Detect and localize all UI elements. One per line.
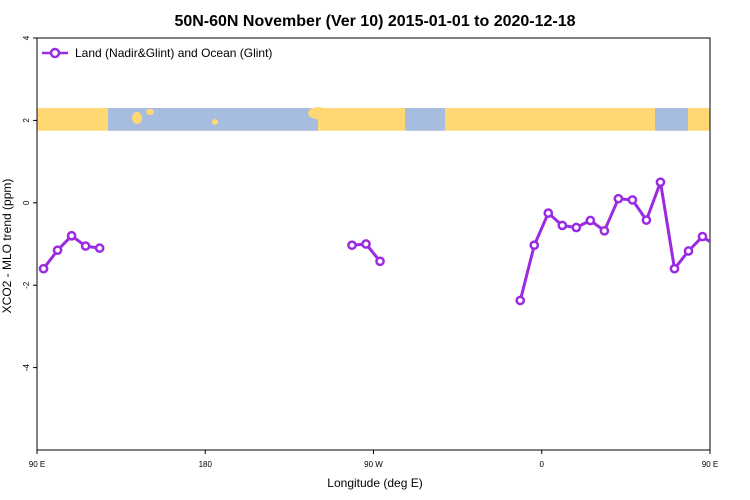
x-tick-label: 90 E	[29, 460, 45, 469]
map-land-shape	[340, 110, 356, 121]
data-point	[697, 231, 708, 242]
data-point	[347, 240, 357, 251]
y-tick-label: 0	[22, 200, 31, 205]
data-point	[655, 177, 666, 188]
map-land-shape	[132, 112, 142, 125]
series-line-segment	[518, 180, 710, 301]
data-point	[94, 243, 105, 253]
data-point	[515, 295, 526, 306]
series-line-segment	[42, 234, 100, 270]
y-tick-label: 2	[22, 118, 31, 123]
x-tick-label: 90 W	[364, 460, 383, 469]
map-ocean-region	[108, 108, 318, 131]
data-point	[683, 246, 694, 256]
x-tick-label: 0	[540, 460, 545, 469]
y-tick-label: -4	[22, 363, 31, 371]
plot-frame	[36, 37, 711, 451]
data-point	[361, 239, 371, 249]
data-point	[52, 245, 63, 256]
x-tick-label: 90 E	[702, 460, 718, 469]
y-tick-label: 4	[22, 35, 31, 40]
data-point	[543, 208, 554, 218]
data-point	[613, 193, 624, 204]
series-layer	[38, 177, 734, 306]
world-map-band	[37, 107, 710, 131]
data-point	[38, 263, 49, 274]
x-axis: 90 E 180 90 W 0 90 E	[29, 450, 718, 469]
data-point	[713, 242, 720, 249]
map-land-shape	[146, 109, 154, 116]
y-tick-label: -2	[22, 281, 31, 289]
data-point	[557, 220, 568, 231]
map-land-shape	[212, 119, 218, 126]
data-point	[727, 246, 734, 253]
data-point	[627, 195, 638, 205]
legend: Land (Nadir&Glint) and Ocean (Glint)	[42, 46, 272, 60]
data-point	[641, 215, 652, 225]
map-land-shape	[308, 107, 328, 120]
x-axis-label: Longitude (deg E)	[327, 476, 422, 490]
data-point	[599, 225, 610, 236]
data-point	[80, 241, 91, 251]
map-ocean-region	[655, 108, 688, 131]
data-point	[529, 240, 540, 251]
data-point	[66, 230, 77, 241]
data-point	[571, 222, 582, 233]
data-point	[375, 256, 385, 267]
map-land-shape	[634, 112, 646, 123]
x-tick-label: 180	[199, 460, 213, 469]
legend-label: Land (Nadir&Glint) and Ocean (Glint)	[75, 46, 272, 60]
legend-marker	[49, 47, 61, 59]
data-point	[585, 215, 596, 226]
map-ocean-region	[405, 108, 445, 131]
y-axis-label: XCO2 - MLO trend (ppm)	[0, 179, 14, 314]
chart-title: 50N-60N November (Ver 10) 2015-01-01 to …	[174, 13, 575, 30]
data-point	[669, 263, 680, 274]
y-axis: 4 2 0 -2 -4	[22, 35, 37, 371]
